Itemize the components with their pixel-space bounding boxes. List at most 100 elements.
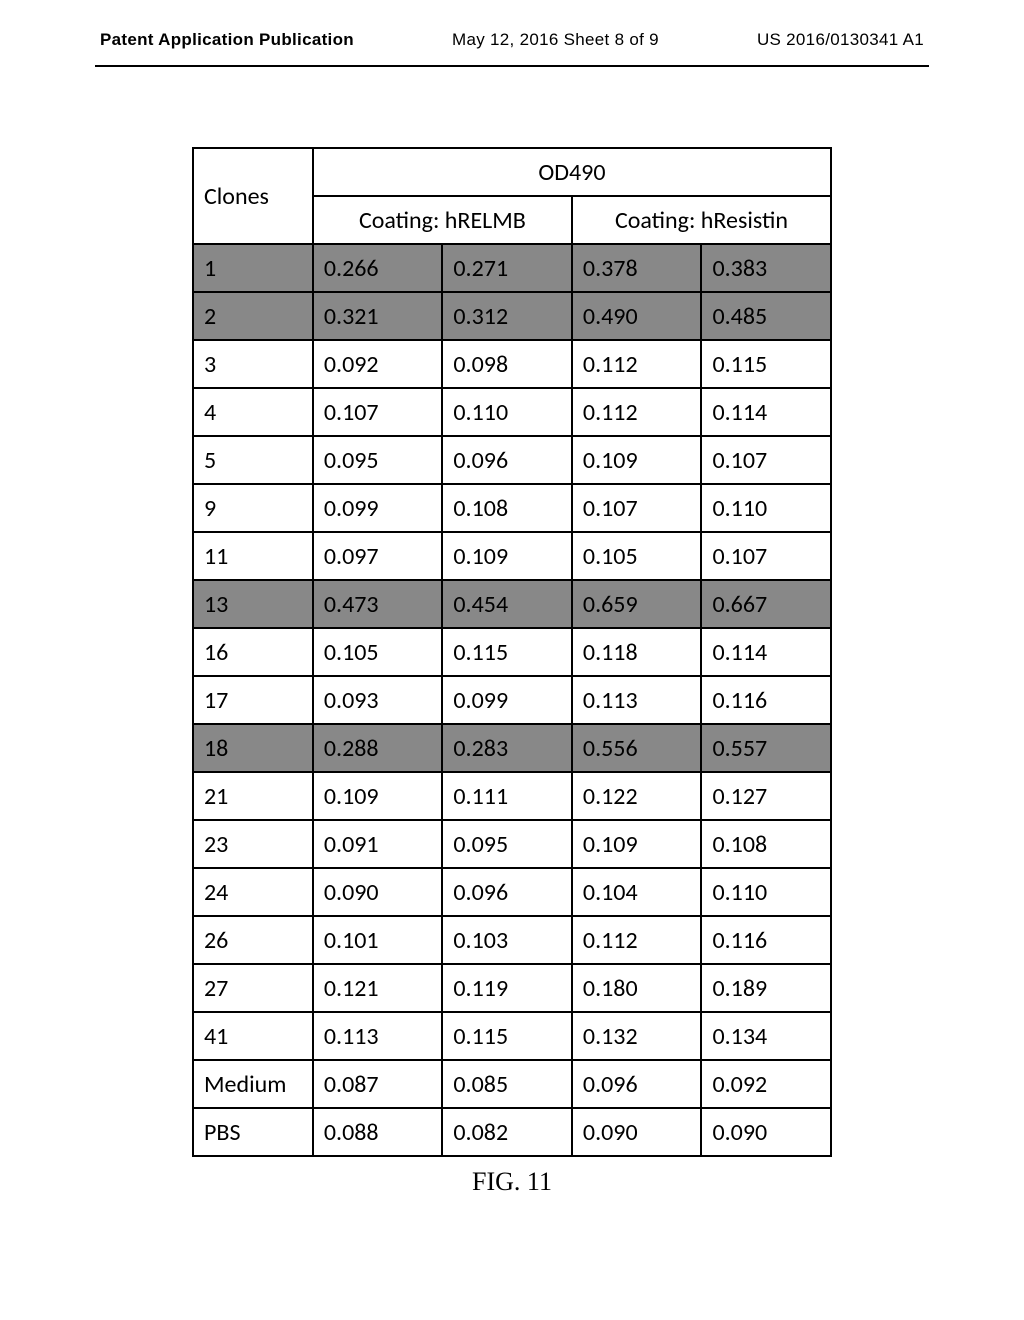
table-cell: 0.557 [701, 724, 831, 772]
table-cell: 0.115 [442, 1012, 572, 1060]
table-cell: 0.556 [572, 724, 702, 772]
table-cell: 0.107 [701, 436, 831, 484]
table-row: 210.1090.1110.1220.127 [193, 772, 831, 820]
table-cell: 23 [193, 820, 313, 868]
table-cell: 0.271 [442, 244, 572, 292]
table-cell: 0.659 [572, 580, 702, 628]
table-cell: 0.288 [313, 724, 443, 772]
table-cell: 0.115 [701, 340, 831, 388]
table-cell: 0.096 [442, 868, 572, 916]
table-cell: 0.099 [442, 676, 572, 724]
table-cell: 0.109 [442, 532, 572, 580]
table-cell: 0.180 [572, 964, 702, 1012]
table-cell: 0.321 [313, 292, 443, 340]
table-row: 20.3210.3120.4900.485 [193, 292, 831, 340]
table-row: 170.0930.0990.1130.116 [193, 676, 831, 724]
data-table: Clones OD490 Coating: hRELMB Coating: hR… [192, 147, 832, 1157]
table-row: 410.1130.1150.1320.134 [193, 1012, 831, 1060]
table-cell: 0.114 [701, 628, 831, 676]
table-cell: 0.095 [313, 436, 443, 484]
table-row: 40.1070.1100.1120.114 [193, 388, 831, 436]
table-cell: 0.383 [701, 244, 831, 292]
data-table-container: Clones OD490 Coating: hRELMB Coating: hR… [192, 147, 832, 1197]
table-cell: 18 [193, 724, 313, 772]
figure-label: FIG. 11 [192, 1167, 832, 1197]
table-row: 260.1010.1030.1120.116 [193, 916, 831, 964]
table-header-row-1: Clones OD490 [193, 148, 831, 196]
table-cell: 17 [193, 676, 313, 724]
table-cell: 0.097 [313, 532, 443, 580]
table-cell: 0.132 [572, 1012, 702, 1060]
column-header-od490: OD490 [313, 148, 831, 196]
table-cell: 11 [193, 532, 313, 580]
header-publication-type: Patent Application Publication [100, 30, 354, 50]
table-cell: 0.490 [572, 292, 702, 340]
table-row: 230.0910.0950.1090.108 [193, 820, 831, 868]
table-cell: 0.118 [572, 628, 702, 676]
table-cell: 0.189 [701, 964, 831, 1012]
table-cell: 0.108 [701, 820, 831, 868]
table-cell: 21 [193, 772, 313, 820]
table-cell: 0.101 [313, 916, 443, 964]
table-row: PBS0.0880.0820.0900.090 [193, 1108, 831, 1156]
table-cell: 0.667 [701, 580, 831, 628]
sub-header-hrelmb: Coating: hRELMB [313, 196, 572, 244]
table-row: 50.0950.0960.1090.107 [193, 436, 831, 484]
table-cell: 0.312 [442, 292, 572, 340]
table-cell: 1 [193, 244, 313, 292]
table-cell: 0.121 [313, 964, 443, 1012]
table-cell: 0.111 [442, 772, 572, 820]
table-cell: 0.103 [442, 916, 572, 964]
table-row: 30.0920.0980.1120.115 [193, 340, 831, 388]
table-row: 240.0900.0960.1040.110 [193, 868, 831, 916]
table-cell: 0.110 [701, 484, 831, 532]
table-cell: 0.134 [701, 1012, 831, 1060]
table-cell: 4 [193, 388, 313, 436]
table-cell: 0.090 [701, 1108, 831, 1156]
table-row: 180.2880.2830.5560.557 [193, 724, 831, 772]
sub-header-hresistin: Coating: hResistin [572, 196, 831, 244]
table-cell: 0.112 [572, 340, 702, 388]
table-cell: 0.110 [701, 868, 831, 916]
table-cell: 0.088 [313, 1108, 443, 1156]
table-row: 130.4730.4540.6590.667 [193, 580, 831, 628]
table-cell: 41 [193, 1012, 313, 1060]
header-date-sheet: May 12, 2016 Sheet 8 of 9 [452, 30, 659, 50]
table-row: 160.1050.1150.1180.114 [193, 628, 831, 676]
table-cell: 0.104 [572, 868, 702, 916]
table-cell: 0.113 [572, 676, 702, 724]
table-cell: 0.113 [313, 1012, 443, 1060]
table-cell: 0.090 [313, 868, 443, 916]
table-cell: 0.085 [442, 1060, 572, 1108]
table-cell: 0.087 [313, 1060, 443, 1108]
table-cell: 0.096 [572, 1060, 702, 1108]
table-cell: 26 [193, 916, 313, 964]
column-header-clones: Clones [193, 148, 313, 244]
table-cell: 0.108 [442, 484, 572, 532]
table-cell: 0.109 [313, 772, 443, 820]
table-cell: 0.107 [572, 484, 702, 532]
table-cell: 0.109 [572, 820, 702, 868]
table-cell: 0.112 [572, 916, 702, 964]
table-cell: 9 [193, 484, 313, 532]
table-cell: 0.099 [313, 484, 443, 532]
table-cell: 13 [193, 580, 313, 628]
table-cell: 0.107 [313, 388, 443, 436]
table-cell: 2 [193, 292, 313, 340]
page-header: Patent Application Publication May 12, 2… [0, 0, 1024, 60]
table-row: 270.1210.1190.1800.189 [193, 964, 831, 1012]
table-cell: 16 [193, 628, 313, 676]
table-row: 10.2660.2710.3780.383 [193, 244, 831, 292]
table-cell: 0.127 [701, 772, 831, 820]
table-cell: 0.119 [442, 964, 572, 1012]
table-cell: 0.098 [442, 340, 572, 388]
table-cell: 0.454 [442, 580, 572, 628]
table-cell: 0.095 [442, 820, 572, 868]
table-cell: 0.105 [572, 532, 702, 580]
table-cell: 0.093 [313, 676, 443, 724]
table-cell: 0.091 [313, 820, 443, 868]
table-row: 90.0990.1080.1070.110 [193, 484, 831, 532]
table-cell: 0.114 [701, 388, 831, 436]
table-cell: 5 [193, 436, 313, 484]
table-row: Medium0.0870.0850.0960.092 [193, 1060, 831, 1108]
